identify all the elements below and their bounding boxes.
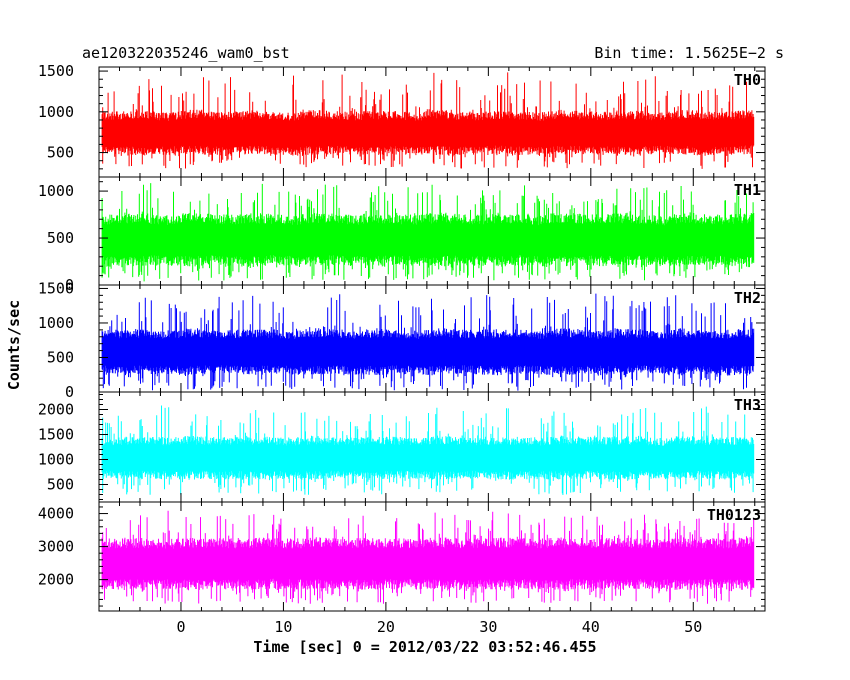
panel-label: TH2: [734, 289, 761, 307]
x-tick-label: 0: [176, 618, 185, 636]
panel-label: TH3: [734, 396, 761, 414]
panel-label: TH1: [734, 181, 761, 199]
series-th2: [101, 293, 755, 391]
panel-label: TH0: [734, 71, 761, 89]
series-th1: [101, 183, 755, 282]
x-tick-label: 10: [274, 618, 292, 636]
x-tick-label: 20: [377, 618, 395, 636]
x-tick-label: 30: [479, 618, 497, 636]
y-tick-label: 1000: [38, 182, 74, 200]
panel-th2: 0 500 1000 1500 TH2: [38, 279, 766, 401]
y-tick-label: 500: [47, 229, 74, 247]
x-axis-label: Time [sec] 0 = 2012/03/22 03:52:46.455: [253, 638, 597, 656]
y-tick-label: 1500: [38, 279, 74, 297]
panel-th1: 0 500 1000 TH1: [38, 176, 766, 294]
y-axis-label: Counts/sec: [5, 299, 23, 391]
series-th3: [101, 405, 755, 495]
y-tick-label: 500: [47, 476, 74, 494]
y-tick-label: 1000: [38, 314, 74, 332]
y-tick-label: 0: [65, 383, 74, 401]
series-th0: [101, 72, 755, 169]
y-tick-label: 500: [47, 348, 74, 366]
panel-frame: [98, 501, 766, 612]
y-tick-label: 3000: [38, 538, 74, 556]
panel-th0123: 2000 3000 4000 TH0123: [38, 501, 766, 612]
y-tick-label: 1000: [38, 451, 74, 469]
y-tick-label: 2000: [38, 571, 74, 589]
x-tick-label: 40: [582, 618, 600, 636]
y-tick-label: 1000: [38, 103, 74, 121]
bin-time-label: Bin time: 1.5625E−2 s: [594, 44, 784, 62]
y-tick-label: 4000: [38, 505, 74, 523]
panel-th0: 500 1000 1500 TH0: [38, 62, 766, 178]
series-th0123: [101, 510, 755, 604]
y-tick-label: 1500: [38, 62, 74, 80]
y-tick-label: 1500: [38, 426, 74, 444]
y-tick-label: 2000: [38, 401, 74, 419]
y-tick-label: 0: [65, 276, 74, 294]
plot-title: ae120322035246_wam0_bst: [82, 44, 290, 62]
y-tick-label: 500: [47, 144, 74, 162]
x-tick-label: 50: [684, 618, 702, 636]
panel-th3: 500 1000 1500 2000 TH3: [38, 391, 766, 503]
panel-label: TH0123: [707, 506, 761, 524]
